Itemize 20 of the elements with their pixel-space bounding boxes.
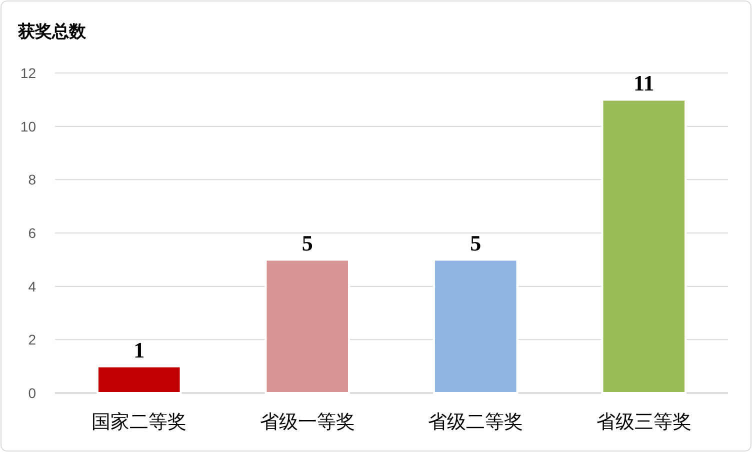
y-tick-label: 4 <box>28 278 36 294</box>
x-tick-label: 省级二等奖 <box>428 411 524 433</box>
y-tick-label: 12 <box>20 65 36 81</box>
chart-title: 获奖总数 <box>17 22 87 42</box>
x-tick-label: 国家二等奖 <box>92 411 187 433</box>
x-tick-label: 省级三等奖 <box>596 411 692 433</box>
bar <box>432 258 518 394</box>
data-label: 5 <box>470 230 482 256</box>
y-tick-label: 6 <box>28 225 36 241</box>
data-label: 11 <box>633 70 654 96</box>
y-tick-label: 10 <box>20 118 36 134</box>
bar <box>96 365 182 394</box>
y-tick-label: 2 <box>28 332 36 348</box>
bar <box>601 98 687 394</box>
y-tick-label: 8 <box>28 172 36 188</box>
y-tick-label: 0 <box>28 385 36 401</box>
data-label: 5 <box>302 230 313 256</box>
bar <box>264 258 350 394</box>
data-label: 1 <box>134 337 145 362</box>
x-tick-label: 省级一等奖 <box>260 411 355 433</box>
